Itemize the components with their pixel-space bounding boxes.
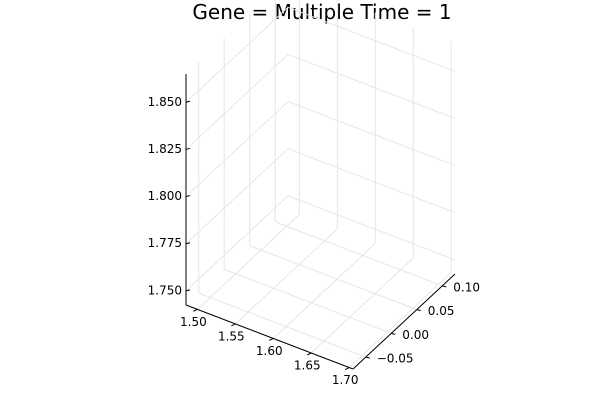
z-grid-line-back bbox=[287, 195, 456, 261]
x-grid-line-floor bbox=[235, 228, 338, 325]
z-grid-line-side bbox=[185, 148, 289, 245]
z-tick-mark bbox=[185, 242, 191, 245]
x-grid-line-floor bbox=[272, 243, 376, 339]
y-grid-line-floor bbox=[198, 292, 366, 358]
z-tick-mark bbox=[185, 289, 191, 292]
x-tick-mark bbox=[269, 338, 274, 341]
y-tick-label: 0.10 bbox=[453, 280, 480, 294]
x-tick-label: 1.65 bbox=[294, 359, 321, 373]
y-grid-line-floor bbox=[275, 221, 443, 287]
y-tick-mark bbox=[391, 332, 396, 335]
z-grid-line-side bbox=[185, 101, 289, 197]
z-grid-line-side bbox=[185, 6, 289, 103]
x-tick-label: 1.50 bbox=[180, 315, 207, 329]
z-tick-label: 1.775 bbox=[148, 236, 182, 250]
z-tick-label: 1.750 bbox=[148, 283, 182, 297]
x-tick-mark bbox=[231, 323, 236, 327]
tick-labels: 1.50 1.55 1.60 1.65 1.70 −0.05 0.00 0.05 0.10 1.7… bbox=[148, 95, 480, 387]
z-tick-mark bbox=[185, 100, 191, 103]
y-axis-line bbox=[352, 273, 456, 370]
y-grid-line-floor bbox=[249, 245, 417, 311]
x-grid-line-floor bbox=[197, 213, 300, 310]
z-grid-line-back bbox=[287, 148, 456, 214]
x-tick-mark bbox=[307, 352, 312, 356]
x-tick-mark bbox=[193, 308, 198, 312]
x-grid-line-floor bbox=[310, 257, 414, 354]
z-grid-line-side bbox=[185, 54, 289, 150]
y-tick-mark bbox=[365, 356, 370, 359]
x-tick-mark bbox=[344, 367, 350, 370]
z-grid-line-side bbox=[185, 195, 289, 292]
z-grid-line-back bbox=[287, 53, 456, 119]
y-tick-mark bbox=[442, 285, 447, 288]
y-grid-line-floor bbox=[224, 268, 392, 334]
axes bbox=[185, 74, 456, 370]
z-tick-mark bbox=[185, 147, 191, 150]
y-tick-label: −0.05 bbox=[377, 352, 414, 366]
grid-lines bbox=[185, 0, 456, 368]
x-tick-label: 1.60 bbox=[256, 344, 283, 358]
z-grid-line-back bbox=[287, 6, 456, 72]
z-tick-label: 1.850 bbox=[148, 95, 182, 109]
y-tick-label: 0.00 bbox=[402, 328, 429, 342]
x-tick-label: 1.55 bbox=[218, 329, 245, 343]
z-tick-label: 1.825 bbox=[148, 142, 182, 156]
x-tick-label: 1.70 bbox=[332, 373, 359, 387]
x-grid-line-floor bbox=[348, 272, 452, 368]
z-tick-label: 1.800 bbox=[148, 189, 182, 203]
z-grid-line-back bbox=[287, 101, 456, 167]
z-tick-mark bbox=[185, 195, 191, 198]
x-axis-line bbox=[185, 304, 354, 370]
y-tick-label: 0.05 bbox=[428, 304, 455, 318]
y-tick-mark bbox=[416, 309, 421, 312]
